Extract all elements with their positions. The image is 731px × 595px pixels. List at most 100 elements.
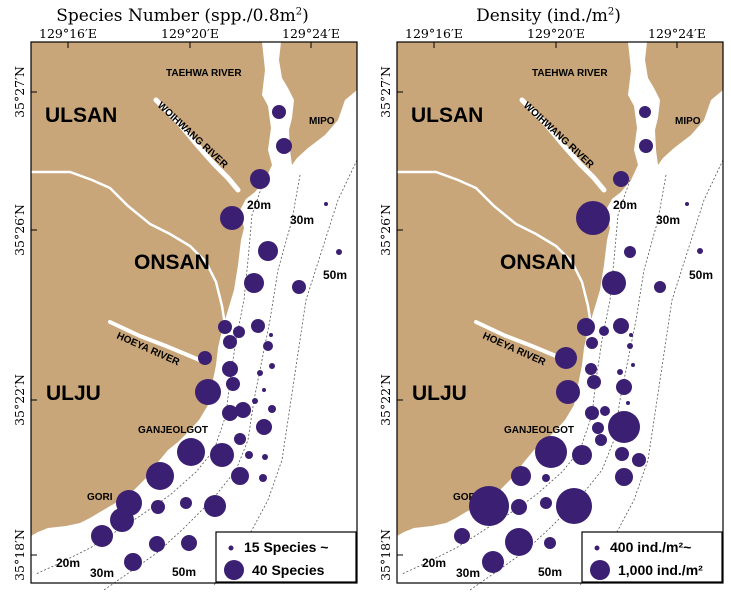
station-marker — [542, 474, 550, 482]
coastline-land — [31, 42, 272, 536]
depth-label: 50m — [323, 268, 347, 282]
station-marker — [223, 335, 237, 349]
station-marker — [697, 248, 703, 254]
lon-label: 129°20′E — [161, 26, 219, 41]
station-marker — [599, 326, 609, 336]
station-marker — [124, 553, 142, 571]
coastline-land — [397, 42, 638, 536]
station-marker — [511, 466, 531, 486]
place-label-ulju: ULJU — [46, 382, 101, 405]
station-marker — [624, 246, 636, 258]
station-marker — [220, 206, 244, 230]
station-marker — [511, 499, 527, 515]
lat-label: 35°27′N — [378, 66, 393, 118]
depth-label: 50m — [538, 565, 562, 579]
station-marker — [602, 271, 626, 295]
depth-label: 30m — [290, 213, 314, 227]
station-marker — [250, 169, 270, 189]
depth-label: 30m — [90, 566, 114, 580]
district-boundary — [31, 170, 227, 326]
station-marker — [631, 363, 635, 367]
landmark-label-mipo: MIPO — [675, 116, 701, 127]
depth-label: 20m — [613, 198, 637, 212]
station-marker — [613, 171, 629, 187]
river-label-taehwa: TAEHWA RIVER — [532, 68, 608, 79]
station-marker — [639, 106, 651, 118]
station-marker — [654, 281, 666, 293]
panel-title: Density (ind./m2) — [476, 6, 621, 26]
place-label-ulsan: ULSAN — [45, 104, 117, 127]
station-marker — [586, 337, 598, 349]
station-marker — [544, 537, 556, 549]
station-marker — [252, 398, 258, 404]
station-marker — [233, 326, 245, 338]
station-marker — [626, 401, 630, 405]
depth-label: 30m — [456, 566, 480, 580]
station-marker — [268, 405, 276, 413]
station-marker — [505, 528, 533, 556]
lat-label: 35°26′N — [12, 204, 27, 256]
district-boundary — [397, 170, 593, 326]
map-canvas: 129°16′E 129°20′E 129°24′E 35°27′N 35°26′N 35… — [378, 26, 724, 591]
station-marker — [198, 351, 212, 365]
legend-large-label: 40 Species — [252, 562, 325, 578]
station-marker — [615, 468, 633, 486]
station-marker — [556, 380, 580, 404]
station-marker — [210, 443, 234, 467]
station-marker — [587, 375, 601, 389]
landmark-label-mipo: MIPO — [309, 116, 335, 127]
depth-label: 20m — [247, 198, 271, 212]
station-marker — [639, 139, 653, 153]
lat-label: 35°22′N — [378, 374, 393, 426]
lon-label: 129°20′E — [527, 26, 585, 41]
lon-label: 129°16′E — [405, 26, 463, 41]
landmark-label-ganjeolgot: GANJEOLGOT — [138, 425, 208, 436]
station-marker — [222, 361, 238, 377]
legend-large-marker — [224, 560, 244, 580]
station-marker — [110, 508, 134, 532]
river-label-taehwa: TAEHWA RIVER — [166, 68, 242, 79]
station-marker — [613, 318, 629, 334]
density-map-panel: Density (ind./m2) 129°16′E 129°20′E 129°24… — [366, 0, 731, 595]
station-marker — [276, 138, 292, 154]
station-marker — [259, 474, 267, 482]
depth-label: 50m — [172, 565, 196, 579]
station-marker — [218, 320, 232, 334]
station-marker — [540, 497, 552, 509]
legend-small-marker — [594, 545, 600, 551]
legend-large-marker — [590, 560, 610, 580]
station-marker — [149, 536, 165, 552]
legend-small-label: 15 Species ~ — [244, 539, 328, 555]
station-marker — [257, 370, 263, 376]
station-marker — [256, 419, 272, 435]
mipo-peninsula-land — [645, 42, 723, 165]
station-marker — [608, 411, 640, 443]
woihwang-river-line — [519, 97, 607, 193]
map-frame — [30, 41, 358, 584]
landmark-label-gori: GORI — [453, 492, 479, 503]
depth-contour-30m — [103, 174, 301, 591]
station-marker — [592, 422, 604, 434]
lat-label: 35°22′N — [12, 374, 27, 426]
depth-label: 20m — [422, 556, 446, 570]
station-marker — [235, 402, 251, 418]
station-marker — [180, 497, 192, 509]
station-marker — [629, 333, 633, 337]
station-marker — [269, 363, 275, 369]
legend-small-marker — [228, 545, 234, 551]
lon-label: 129°16′E — [39, 26, 97, 41]
station-marker — [336, 249, 342, 255]
lon-label: 129°24′E — [648, 26, 706, 41]
depth-label: 30m — [656, 213, 680, 227]
map-frame — [396, 41, 724, 584]
station-marker — [222, 405, 238, 421]
station-marker — [632, 453, 646, 467]
landmark-label-gori: GORI — [87, 492, 113, 503]
place-label-ulsan: ULSAN — [411, 104, 483, 127]
station-marker — [181, 535, 197, 551]
lat-label: 35°26′N — [378, 204, 393, 256]
station-marker — [454, 528, 470, 544]
station-marker — [244, 273, 264, 293]
station-marker — [324, 202, 328, 206]
station-marker — [617, 369, 623, 375]
